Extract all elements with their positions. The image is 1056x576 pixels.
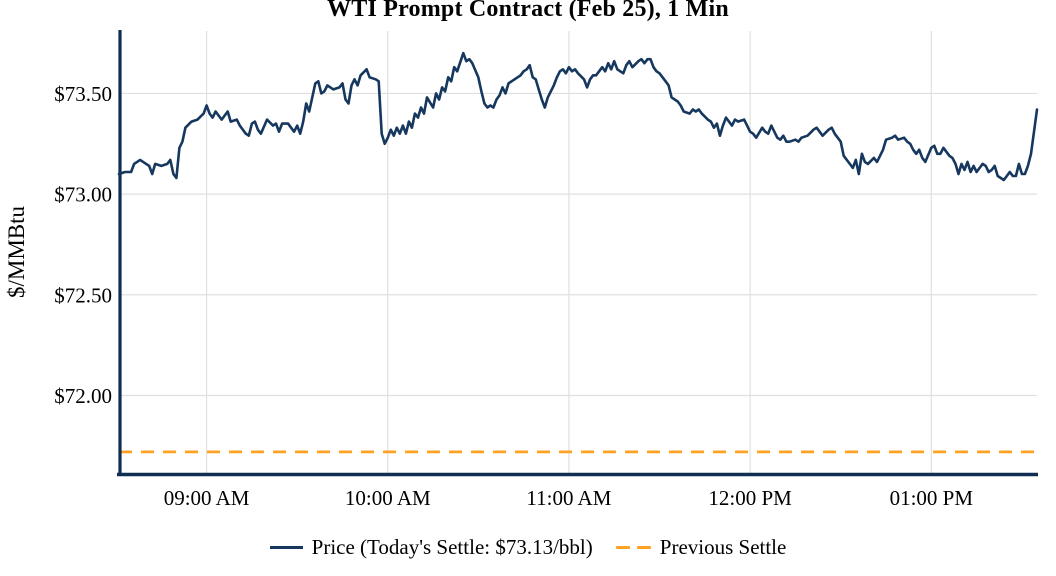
legend: Price (Today's Settle: $73.13/bbl) Previ…	[0, 535, 1056, 560]
price-line-swatch	[269, 545, 303, 550]
y-tick-label: $73.50	[54, 82, 112, 106]
chart-title: WTI Prompt Contract (Feb 25), 1 Min	[327, 0, 729, 22]
x-tick-label: 09:00 AM	[164, 486, 250, 510]
y-tick-labels: $73.50 $73.00 $72.50 $72.00	[54, 82, 112, 408]
x-tick-labels: 09:00 AM 10:00 AM 11:00 AM 12:00 PM 01:0…	[164, 486, 974, 510]
price-legend-label: Price (Today's Settle: $73.13/bbl)	[311, 535, 593, 559]
x-tick-label: 10:00 AM	[345, 486, 431, 510]
x-tick-label: 01:00 PM	[890, 486, 974, 510]
previous-settle-legend-label: Previous Settle	[659, 535, 787, 559]
y-tick-label: $72.00	[54, 384, 112, 408]
price-line	[117, 51, 1039, 182]
y-tick-label: $73.00	[54, 183, 112, 207]
previous-settle-swatch	[615, 545, 651, 550]
gridlines	[119, 31, 1037, 474]
x-tick-label: 12:00 PM	[708, 486, 792, 510]
y-tick-label: $72.50	[54, 283, 112, 307]
x-tick-label: 11:00 AM	[526, 486, 611, 510]
